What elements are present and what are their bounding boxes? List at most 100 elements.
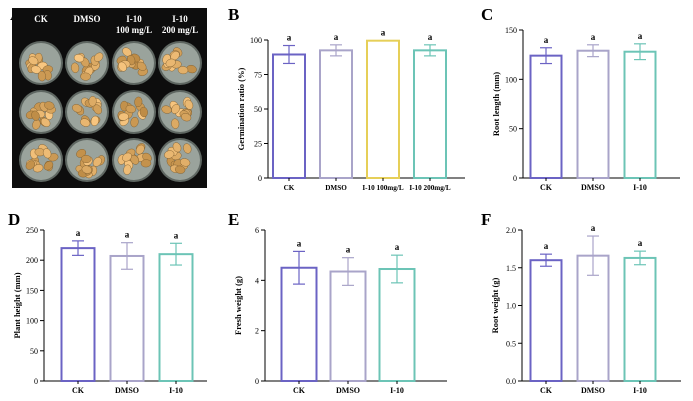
seed [93,52,104,62]
petri-dish [19,90,63,134]
significance-letter: a [544,241,549,251]
y-tick-label: 25 [254,140,262,149]
seed [118,61,127,72]
significance-letter: a [381,28,386,38]
y-tick-label: 1.0 [506,302,516,311]
x-tick-label: I-10 [633,386,647,395]
petri-dish [158,41,202,85]
significance-letter: a [287,33,292,43]
significance-letter: a [638,238,643,248]
seed [125,104,136,114]
seed [73,54,85,63]
chart-d: D 0 50 100 150 200 250 Plant height (mm) a CK a DMS… [8,210,207,395]
seed [88,96,97,107]
y-tick-label: 0 [513,174,517,183]
photo-column-sublabel: 200 mg/L [162,25,198,35]
seed [134,96,143,108]
bar [623,50,657,179]
y-axis-label: Root weight (g) [490,277,500,333]
seed [140,159,152,168]
panel-label: B [228,5,239,24]
significance-letter: a [428,32,433,42]
y-tick-label: 2.0 [506,226,516,235]
seed [184,99,194,110]
y-tick-label: 75 [254,71,262,80]
x-tick-label: CK [72,386,85,395]
seed [33,164,44,173]
bar [378,268,416,382]
seed [40,117,51,127]
seed [139,106,148,118]
significance-letter: a [125,230,130,240]
panel-label: D [8,210,20,229]
y-tick-label: 50 [509,125,517,134]
seed [174,165,186,174]
panel-label: C [481,5,493,24]
petri-dish [19,138,63,182]
bar [272,53,306,180]
panel-label: E [228,210,239,229]
seed [164,150,175,159]
y-axis-label: Root length (mm) [491,72,501,136]
seed [181,113,192,122]
seed [28,56,39,65]
x-tick-label: DMSO [581,183,605,192]
x-tick-label: I-10 [169,386,183,395]
seed [42,148,52,159]
y-tick-label: 50 [254,105,262,114]
x-tick-label: I-10 [390,386,404,395]
y-tick-label: 6 [255,226,259,235]
seed [81,154,92,164]
y-tick-label: 4 [255,276,259,285]
x-tick-label: CK [540,183,553,192]
seed [130,116,139,128]
seed [177,66,189,75]
x-tick-label: CK [293,386,306,395]
seed [81,165,92,174]
photo-column-label: I-10 [172,14,188,24]
seed [30,65,42,74]
chart-b: B 0 25 50 75 100 Germination ratio (%) a CK a DMSO… [228,5,465,192]
x-tick-label: I-10 100mg/L [362,184,404,192]
seed [118,112,129,121]
bar [529,54,563,179]
significance-letter: a [174,230,179,240]
seed [31,110,40,121]
seed [179,158,191,167]
seed [172,142,182,153]
photo-column-label: CK [34,14,48,24]
y-tick-label: 0 [255,377,259,386]
y-tick-label: 0.5 [506,339,516,348]
seed [171,104,180,114]
petri-dish [158,138,202,182]
y-tick-label: 2 [255,327,259,336]
y-axis-label: Fresh weight (g) [233,276,243,335]
petri-dish [19,41,63,85]
x-tick-label: DMSO [325,184,347,192]
bar [329,270,367,382]
y-tick-label: 0.0 [506,377,516,386]
petri-dish [158,90,202,134]
y-tick-label: 0 [258,174,262,183]
x-tick-label: I-10 [633,183,647,192]
bar [158,253,194,382]
seed [171,118,180,129]
seed [44,101,55,110]
x-tick-label: DMSO [336,386,360,395]
y-axis-label: Germination ratio (%) [236,68,246,151]
y-tick-label: 0 [34,377,38,386]
seed [165,58,176,68]
bar [413,49,447,179]
x-tick-label: DMSO [581,386,605,395]
significance-letter: a [591,223,596,233]
seed [80,118,91,127]
chart-e: E 0 2 4 6 Fresh weight (g) a CK a DMSO a I-10 [228,210,447,395]
significance-letter: a [544,35,549,45]
bar [280,266,318,382]
y-tick-label: 150 [26,286,38,295]
seed [25,160,36,170]
petri-dish [65,138,109,182]
significance-letter: a [297,238,302,248]
photo-column-sublabel: 100 mg/L [116,25,152,35]
